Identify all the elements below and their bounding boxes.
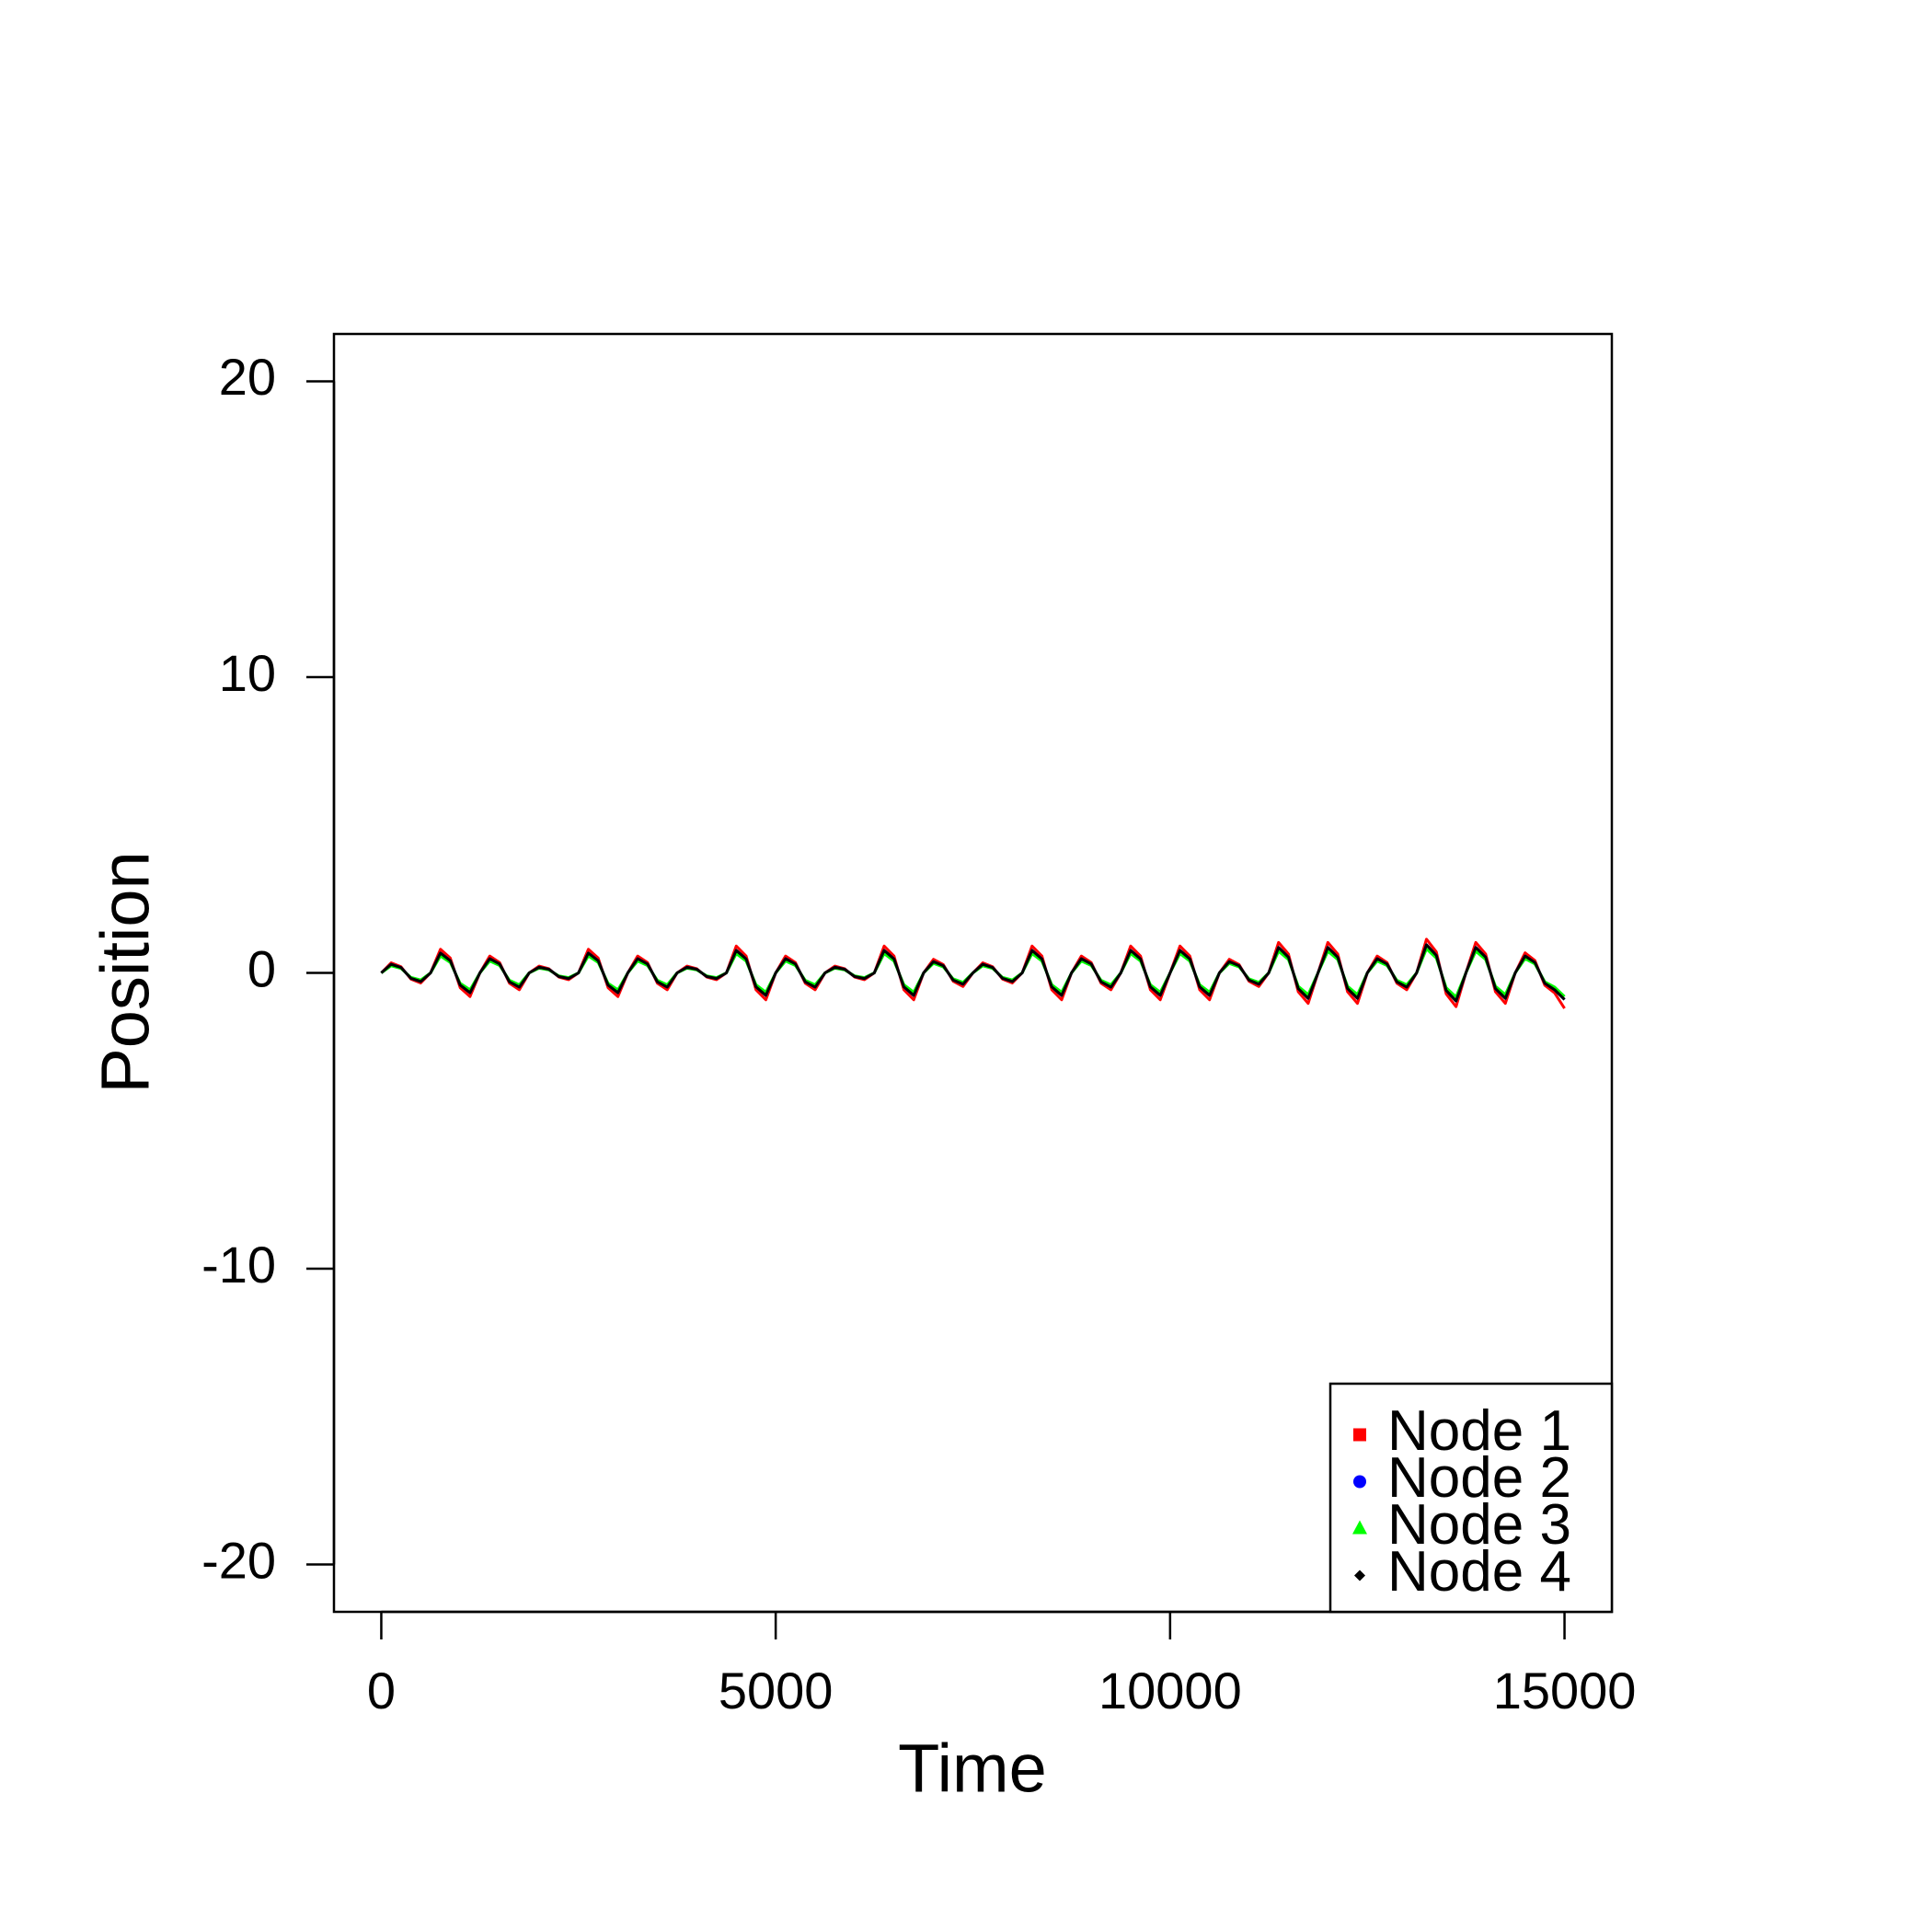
y-axis-title: Position xyxy=(87,851,164,1093)
x-tick-label: 5000 xyxy=(719,1662,834,1719)
legend-symbol xyxy=(1353,1475,1366,1489)
legend-label: Node 2 xyxy=(1387,1446,1571,1510)
legend-symbol xyxy=(1353,1428,1366,1442)
y-tick-label: -20 xyxy=(201,1531,276,1589)
x-tick-label: 0 xyxy=(367,1662,396,1719)
x-tick-label: 15000 xyxy=(1493,1662,1637,1719)
plot-frame xyxy=(332,332,1614,1614)
y-tick-label: 0 xyxy=(247,939,276,997)
legend-label: Node 3 xyxy=(1387,1493,1571,1557)
legend-label: Node 4 xyxy=(1387,1540,1571,1604)
y-tick-label: 20 xyxy=(219,348,276,406)
y-tick-label: 10 xyxy=(219,644,276,702)
x-tick-label: 10000 xyxy=(1098,1662,1242,1719)
legend-box xyxy=(1328,1382,1614,1614)
x-axis-title: Time xyxy=(898,1731,1047,1807)
legend-symbol xyxy=(1352,1520,1367,1535)
series-line xyxy=(380,943,1566,1003)
legend-label: Node 1 xyxy=(1387,1399,1571,1463)
y-tick-label: -10 xyxy=(201,1236,276,1294)
legend-symbol xyxy=(1354,1570,1365,1581)
